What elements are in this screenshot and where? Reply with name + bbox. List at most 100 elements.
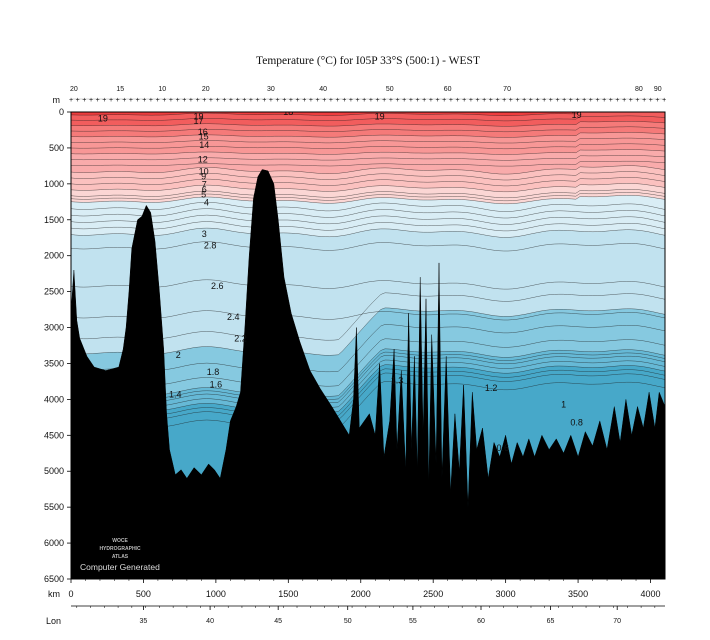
isotherm-11 (71, 155, 665, 161)
station-marker: + (575, 97, 579, 104)
temperature-band-19 (71, 112, 665, 116)
station-marker: + (189, 97, 193, 104)
isotherm-label: 19 (193, 111, 203, 121)
station-marker: + (649, 97, 653, 104)
longitude-tick-label: 50 (344, 618, 352, 625)
isotherm-8 (71, 171, 665, 181)
station-marker: + (515, 97, 519, 104)
isotherm-label: 6 (202, 185, 207, 195)
depth-tick-label: 4500 (44, 430, 64, 440)
isotherm-16 (71, 126, 665, 133)
distance-tick-label: 0 (68, 589, 73, 599)
isotherm-label: 2.6 (211, 281, 224, 291)
station-marker: + (555, 97, 559, 104)
station-marker: + (296, 97, 300, 104)
station-marker: + (276, 97, 280, 104)
station-marker: + (356, 97, 360, 104)
isotherm-label: 5 (201, 190, 206, 200)
isotherm-label: 1.2 (485, 383, 498, 393)
station-marker: + (349, 97, 353, 104)
station-marker: + (382, 97, 386, 104)
isotherm-label: 7 (202, 180, 207, 190)
station-marker: + (402, 97, 406, 104)
isotherm-label: 1.4 (169, 389, 182, 399)
station-number-label: 40 (319, 86, 327, 93)
isotherm-label: 17 (193, 116, 203, 126)
isotherm-label: 3 (202, 229, 207, 239)
isotherm-4 (71, 195, 665, 205)
station-marker: + (262, 97, 266, 104)
station-marker: + (469, 97, 473, 104)
isotherm-0_9 (71, 368, 665, 417)
longitude-tick-label: 55 (409, 618, 417, 625)
longitude-tick-label: 65 (547, 618, 555, 625)
depth-tick-label: 500 (49, 143, 64, 153)
station-marker: + (602, 97, 606, 104)
station-marker: + (236, 97, 240, 104)
station-marker: + (76, 97, 80, 104)
isotherm-label: 1.3 (391, 376, 404, 386)
station-marker: + (316, 97, 320, 104)
isotherm-17 (71, 121, 665, 127)
depth-tick-label: 5500 (44, 502, 64, 512)
station-number-label: 50 (386, 86, 394, 93)
station-marker: + (269, 97, 273, 104)
depth-tick-label: 1500 (44, 215, 64, 225)
station-marker: + (629, 97, 633, 104)
station-marker: + (429, 97, 433, 104)
station-number-label: 70 (503, 86, 511, 93)
isotherm-label: 10 (199, 167, 209, 177)
station-number-label: 80 (635, 86, 643, 93)
station-marker: + (369, 97, 373, 104)
depth-axis-label: m (53, 95, 61, 105)
station-marker: + (482, 97, 486, 104)
station-marker: + (116, 97, 120, 104)
isotherm-3 (71, 227, 665, 238)
station-marker: + (96, 97, 100, 104)
isotherm-label: 2 (176, 350, 181, 360)
isotherm-label: 19 (98, 114, 108, 124)
isotherm-2_2 (71, 292, 665, 341)
station-marker: + (589, 97, 593, 104)
isotherm-10 (71, 160, 665, 167)
station-marker: + (489, 97, 493, 104)
longitude-tick-label: 70 (613, 618, 621, 625)
distance-tick-label: 1000 (206, 589, 226, 599)
plot-frame (70, 111, 666, 580)
woce-logo-line-2: HYDROGRAPHIC (99, 546, 141, 552)
isotherm-5 (71, 189, 665, 199)
isotherm-0_8 (71, 372, 665, 421)
isotherm-label: 9 (201, 172, 206, 182)
isotherm-2_6 (71, 279, 665, 290)
distance-tick-label: 500 (136, 589, 151, 599)
isotherm-6 (71, 183, 665, 193)
isotherm-label: 16 (198, 127, 208, 137)
isotherm-1_8 (71, 324, 665, 373)
isotherm-3_6 (71, 208, 665, 219)
isotherm-label: 12 (198, 154, 208, 164)
depth-tick-label: 3000 (44, 323, 64, 333)
longitude-tick-label: 60 (477, 618, 485, 625)
distance-tick-label: 1500 (278, 589, 298, 599)
isotherm-label: 15 (199, 131, 209, 141)
isotherm-label: 2.4 (227, 312, 240, 322)
plot-area: 19 19 18 19 191716151412109765432.82.62.42.2… (71, 111, 665, 579)
isotherm-12 (71, 149, 665, 155)
station-marker: + (122, 97, 126, 104)
station-marker: + (216, 97, 220, 104)
station-marker: + (329, 97, 333, 104)
station-marker: + (435, 97, 439, 104)
distance-axis: 0 500 1000 1500 2000 2500 3000 3500 4000 (68, 579, 661, 599)
station-marker: + (549, 97, 553, 104)
station-marker: + (615, 97, 619, 104)
isotherm-15 (71, 132, 665, 138)
computer-generated-caption: Computer Generated (80, 562, 160, 572)
distance-tick-label: 3500 (568, 589, 588, 599)
depth-tick-label: 6500 (44, 574, 64, 584)
station-marker: + (196, 97, 200, 104)
isotherm-1_6 (71, 338, 665, 387)
station-marker: + (442, 97, 446, 104)
isotherm-1_3 (71, 351, 665, 400)
depth-tick-label: 3500 (44, 358, 64, 368)
